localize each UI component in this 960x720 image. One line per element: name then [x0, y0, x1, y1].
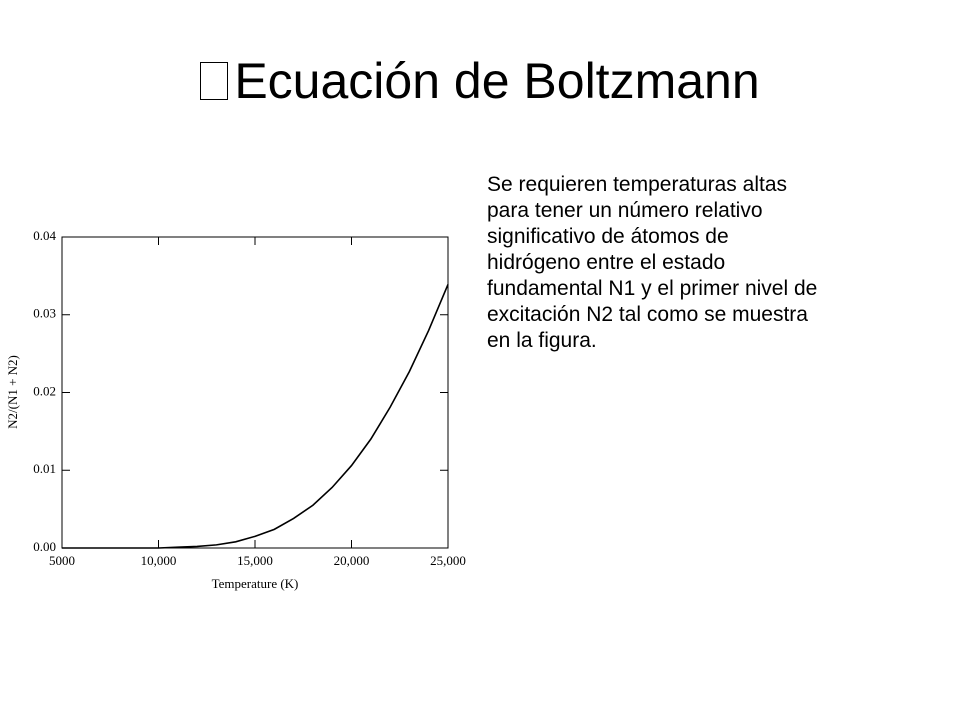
y-axis-label: N2/(N1 + N2) — [5, 355, 20, 429]
x-tick-label: 25,000 — [430, 553, 466, 568]
slide-title: Ecuación de Boltzmann — [234, 53, 760, 109]
x-axis-label: Temperature (K) — [212, 576, 299, 591]
body-line: excitación N2 tal como se muestra — [487, 303, 808, 326]
body-line: significativo de átomos de — [487, 225, 729, 248]
y-tick-label: 0.01 — [33, 461, 56, 476]
x-tick-label: 5000 — [49, 553, 75, 568]
plot-frame — [61, 236, 449, 549]
body-line: hidrógeno entre el estado — [487, 251, 726, 274]
y-tick-label: 0.03 — [33, 306, 56, 321]
slide-title-row: Ecuación de Boltzmann — [0, 52, 960, 110]
line-series — [62, 284, 449, 549]
x-tick-label: 10,000 — [141, 553, 177, 568]
body-line: fundamental N1 y el primer nivel de — [487, 277, 818, 300]
y-tick-label: 0.00 — [33, 539, 56, 554]
y-tick-label: 0.02 — [33, 383, 56, 398]
body-text: Se requieren temperaturas altas para tene… — [487, 172, 817, 354]
body-line: Se requieren temperaturas altas — [487, 173, 787, 196]
x-tick-label: 20,000 — [334, 553, 370, 568]
missing-glyph — [200, 62, 229, 100]
body-line: para tener un número relativo — [487, 199, 763, 222]
y-tick-label: 0.04 — [33, 228, 56, 243]
body-line: en la figura. — [487, 329, 597, 352]
x-tick-label: 15,000 — [237, 553, 273, 568]
